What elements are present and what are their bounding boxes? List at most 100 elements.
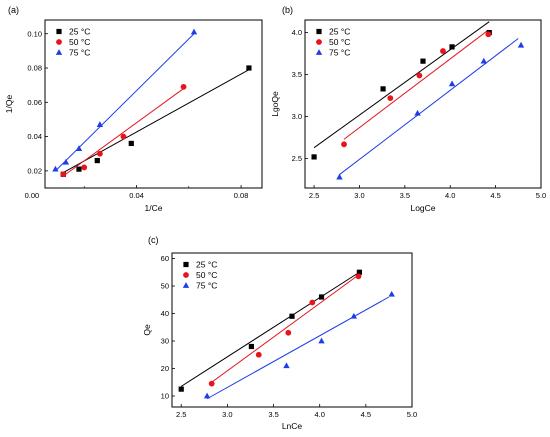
plot-frame — [171, 252, 413, 408]
x-tick-label: 0.00 — [25, 191, 40, 200]
y-axis-label: Qe — [142, 324, 152, 336]
legend-label-series-1: 25 °C — [69, 27, 90, 37]
x-axis-label: LnCe — [282, 421, 303, 431]
data-point-series-2 — [208, 380, 215, 387]
data-point-series-3 — [480, 57, 488, 64]
x-tick-label: 3.5 — [268, 410, 278, 419]
data-point-series-1 — [289, 313, 295, 319]
data-point-series-2 — [120, 133, 127, 140]
data-point-series-3 — [190, 28, 198, 35]
y-tick-label: 60 — [161, 254, 169, 263]
x-tick-label: 4.0 — [314, 410, 324, 419]
data-point-series-2 — [60, 171, 67, 178]
data-point-series-1 — [420, 58, 426, 64]
legend-marker-series-3 — [55, 49, 63, 55]
data-point-series-3 — [517, 41, 525, 48]
data-point-series-3 — [336, 173, 343, 180]
chart-panel-1: (a) 0.00 0.04 0.08 0.02 0.04 0.06 0.08 0.10 1/Ce 1… — [4, 5, 263, 213]
y-tick-label: 4.0 — [292, 28, 302, 37]
legend-marker-series-1 — [183, 261, 189, 268]
legend-label-series-2: 50 °C — [69, 37, 90, 47]
x-tick-label: 4.5 — [361, 410, 371, 419]
data-point-series-1 — [76, 166, 82, 172]
data-point-series-2 — [440, 48, 446, 54]
x-tick-label: 3.0 — [222, 410, 232, 419]
y-tick-label: 0.08 — [27, 64, 42, 73]
legend-marker-series-3 — [315, 49, 323, 55]
y-tick-label: 40 — [161, 309, 169, 318]
legend-label-series-1: 25 °C — [196, 260, 217, 270]
fit-line-series-2 — [63, 88, 184, 177]
data-point-series-2 — [81, 164, 88, 171]
data-point-series-1 — [128, 140, 134, 147]
x-tick-label: 3.5 — [400, 191, 410, 200]
x-tick-label: 4.0 — [445, 191, 455, 200]
data-point-series-3 — [52, 165, 59, 172]
fit-line-series-3 — [206, 296, 390, 400]
y-tick-label: 0.06 — [27, 98, 42, 107]
legend: 25 °C50 °C75 °C — [315, 27, 350, 58]
y-tick-label: 30 — [161, 337, 169, 346]
y-tick-label: 3.5 — [292, 70, 302, 79]
panel-label: (a) — [8, 5, 19, 15]
legend-marker-series-1 — [56, 28, 62, 35]
y-tick-label: 10 — [161, 392, 169, 401]
y-tick-label: 3.0 — [292, 112, 302, 121]
legend-marker-series-3 — [182, 282, 190, 288]
panel-label: (b) — [282, 5, 293, 15]
data-point-series-2 — [97, 150, 103, 157]
data-point-series-3 — [62, 158, 70, 165]
data-point-series-3 — [75, 145, 83, 151]
data-point-series-1 — [380, 86, 386, 92]
y-tick-label: 2.5 — [292, 154, 302, 163]
x-tick-label: 4.5 — [490, 191, 500, 200]
y-tick-label: 0.10 — [27, 29, 42, 38]
data-point-series-2 — [416, 72, 423, 79]
data-point-series-2 — [180, 83, 187, 90]
data-point-series-2 — [341, 141, 347, 148]
x-tick-label: 0.08 — [234, 191, 249, 200]
fit-line-series-1 — [313, 21, 490, 149]
data-point-series-3 — [448, 80, 456, 87]
data-point-series-3 — [350, 312, 358, 319]
data-point-series-3 — [96, 121, 104, 127]
x-tick-label: 0.04 — [129, 191, 144, 200]
legend-label-series-2: 50 °C — [196, 270, 217, 280]
fit-line-series-1 — [180, 271, 360, 387]
data-point-series-1 — [318, 294, 325, 300]
data-point-series-1 — [311, 154, 317, 160]
data-point-series-2 — [309, 299, 316, 306]
y-axis-label: LgoQe — [270, 91, 280, 117]
legend-label-series-3: 75 °C — [329, 48, 350, 58]
data-point-series-1 — [246, 65, 252, 71]
x-axis-label: 1/Ce — [145, 203, 163, 213]
legend-marker-series-1 — [316, 28, 322, 35]
legend-label-series-1: 25 °C — [329, 27, 350, 37]
data-point-series-2 — [355, 273, 362, 280]
legend: 25 °C50 °C75 °C — [55, 27, 90, 58]
plot-frame — [304, 19, 542, 189]
data-point-series-1 — [178, 386, 184, 392]
chart-panel-2: (b) 2.5 3.0 3.5 4.0 4.5 5.0 2.5 3.0 3.5 4.0 LogCe Lg… — [270, 5, 546, 213]
y-tick-label: 0.04 — [27, 132, 42, 141]
data-point-series-3 — [388, 290, 395, 297]
x-tick-label: 2.5 — [309, 191, 319, 200]
data-point-series-1 — [248, 343, 254, 350]
data-point-series-2 — [387, 95, 394, 102]
panel-label: (c) — [148, 235, 159, 245]
chart-panel-3: (c) 2.5 3.0 3.5 4.0 4.5 5.0 10 20 30 40 50 60 LnCe Qe 2… — [142, 235, 417, 431]
y-tick-label: 50 — [161, 282, 169, 291]
fit-line-series-2 — [211, 274, 359, 383]
fit-line-series-1 — [63, 69, 250, 174]
x-tick-label: 5.0 — [536, 191, 546, 200]
x-tick-label: 5.0 — [407, 410, 417, 419]
plot-frame — [44, 19, 263, 189]
legend-label-series-3: 75 °C — [196, 281, 217, 291]
legend-marker-series-2 — [183, 272, 189, 278]
legend-label-series-2: 50 °C — [329, 37, 350, 47]
fit-line-series-2 — [343, 29, 489, 140]
data-point-series-2 — [485, 31, 492, 38]
legend-marker-series-2 — [316, 39, 322, 45]
x-axis-label: LogCe — [410, 203, 435, 213]
